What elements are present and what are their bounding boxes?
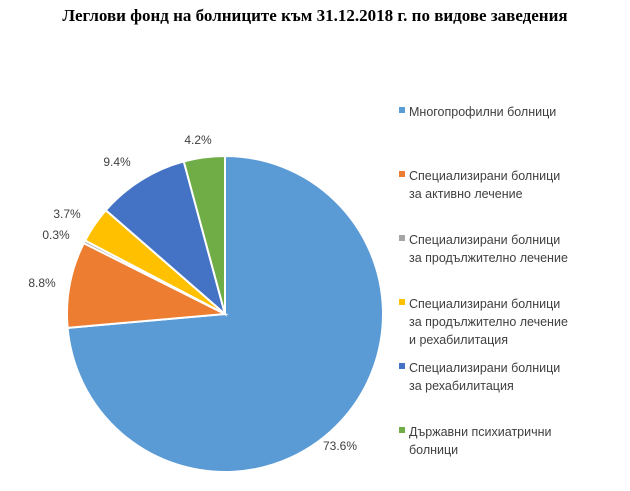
legend-label: Специализирани болници (409, 233, 560, 247)
pie-slice (104, 160, 227, 317)
legend-marker (399, 363, 405, 369)
legend-marker (399, 235, 405, 241)
slice-data-label: 4.2% (184, 133, 212, 147)
slice-data-label: 9.4% (103, 155, 131, 169)
slice-data-label: 73.6% (323, 439, 357, 453)
pie-slice (66, 241, 229, 329)
legend-label: Държавни психиатрични (409, 425, 552, 439)
legend-label: Специализирани болници (409, 297, 560, 311)
legend-marker (399, 299, 405, 305)
chart-legend: Многопрофилни болници Специализирани болн… (399, 105, 568, 457)
chart-title: Леглови фонд на болниците към 31.12.2018… (62, 6, 568, 25)
slice-data-label: 0.3% (42, 228, 70, 242)
legend-label: за продължително лечение (409, 315, 568, 329)
legend-label: болници (409, 443, 458, 457)
legend-label: за активно лечение (409, 187, 523, 201)
legend-marker (399, 171, 405, 177)
legend-label: Специализирани болници (409, 169, 560, 183)
slice-data-label: 3.7% (53, 207, 81, 221)
legend-label: за продължително лечение (409, 251, 568, 265)
legend-marker (399, 107, 405, 113)
legend-label: Специализирани болници (409, 361, 560, 375)
pie-slices (66, 154, 384, 473)
pie-data-labels: 73.6% 8.8% 0.3% 3.7% 9.4% 4.2% (28, 133, 357, 453)
legend-label: Многопрофилни болници (409, 105, 556, 119)
legend-label: и рехабилитация (409, 333, 508, 347)
legend-marker (399, 427, 405, 433)
legend-label: за рехабилитация (409, 379, 514, 393)
pie-slice (182, 154, 226, 315)
slice-data-label: 8.8% (28, 276, 56, 290)
